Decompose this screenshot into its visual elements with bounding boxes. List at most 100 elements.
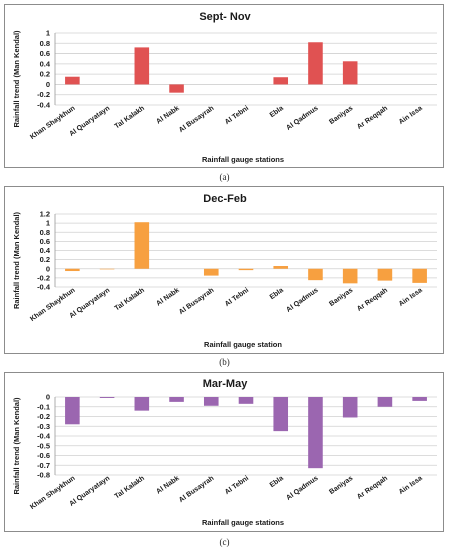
chart-b-category-label: Tal Kalakh (114, 287, 146, 313)
chart-c-bar (412, 397, 427, 401)
chart-c-category-label: Al Nabk (155, 475, 180, 496)
chart-c-bar (342, 397, 358, 418)
chart-b-category-label: Al Tebni (224, 287, 250, 308)
chart-panel-b: Dec-Feb -0.4 -0.2 0 0.2 0.4 0.6 0.8 1 1.2 Khan Sha… (4, 186, 444, 354)
chart-b-bar (65, 268, 80, 272)
chart-b-ytick-label: -0.2 (37, 273, 50, 282)
chart-b-ylabel: Rainfall trend (Man Kendal) (12, 211, 21, 309)
chart-c-ytick-label: -0.8 (37, 471, 50, 480)
chart-c-ytick-label: -0.5 (37, 441, 50, 450)
chart-b-bar (342, 268, 358, 284)
chart-b-bar (134, 222, 150, 269)
chart-c-category-label: Baniyas (328, 475, 354, 496)
chart-a-ytick-label: 0.4 (40, 59, 51, 68)
chart-b-bar (308, 268, 323, 281)
chart-c-bar (169, 397, 184, 402)
chart-a-category-label: Baniyas (328, 105, 354, 126)
chart-b-ytick-label: 0 (46, 264, 50, 273)
chart-b-category-label: Baniyas (328, 287, 354, 308)
chart-c-bar (65, 397, 80, 425)
chart-c-bar (134, 397, 150, 411)
chart-a-xlabel: Rainfall gauge stations (202, 155, 284, 164)
chart-b-category-label: Ebla (269, 287, 285, 301)
chart-b-category-label: Khan Shaykhun (29, 287, 76, 323)
chart-a-bar (169, 84, 184, 93)
chart-b-ytick-label: 1.2 (40, 210, 50, 219)
chart-c-ytick-label: -0.1 (37, 402, 50, 411)
chart-a-category-label: Al Nabk (155, 105, 180, 126)
chart-b-ytick-label: 0.4 (40, 246, 51, 255)
chart-panel-a: Sept- Nov -0.4 -0.2 0 0.2 0.4 0.6 0.8 1 Khan Shay… (4, 4, 444, 168)
chart-c-category-label: Al Tebni (224, 475, 250, 496)
chart-b-bar (99, 268, 115, 270)
chart-c-ytick-label: -0.4 (37, 432, 51, 441)
chart-c-svg: Mar-May -0.8-0.7-0.6-0.5-0.4-0.3-0.2-0.10… (12, 378, 437, 527)
chart-b-ytick-label: -0.4 (37, 283, 51, 292)
chart-c-ytick-label: -0.3 (37, 422, 50, 431)
chart-b-ytick-label: 0.2 (40, 255, 50, 264)
chart-b-ytick-label: 0.8 (40, 228, 50, 237)
chart-c-title: Mar-May (203, 378, 249, 390)
chart-b-category-label: Al Busayrah (178, 287, 215, 316)
chart-c-bar (203, 397, 219, 406)
chart-b-svg: Dec-Feb -0.4-0.200.20.40.60.811.2 Khan Sha… (12, 193, 437, 349)
chart-c-xlabel: Rainfall gauge stations (202, 518, 284, 527)
chart-c-category-label: Al Qadmus (285, 475, 319, 502)
chart-panel-c: Mar-May -0.8 -0.7 -0.6 -0.5 -0.4 -0.3 -0.2 -0.1 0… (4, 372, 444, 532)
chart-b-category-label: Al Nabk (155, 287, 180, 308)
chart-b-ytick-label: 0.6 (40, 237, 50, 246)
chart-c-ylabel: Rainfall trend (Man Kendal) (12, 397, 21, 495)
chart-a-ytick-label: -0.2 (37, 90, 50, 99)
chart-a-bar (65, 76, 80, 85)
chart-a-bar (342, 61, 358, 85)
chart-c-ytick-label: -0.2 (37, 412, 50, 421)
chart-c-bar (238, 397, 254, 404)
chart-a-caption: (a) (219, 172, 230, 182)
chart-c-category-label: Ar Reqqah (356, 475, 389, 501)
chart-a-bar (273, 77, 289, 85)
chart-b-bar (238, 268, 254, 271)
chart-b-category-label: Ain Issa (398, 287, 424, 308)
chart-c-category-label: Tal Kalakh (114, 475, 146, 501)
chart-c-category-label: Khan Shaykhun (29, 475, 76, 511)
chart-a-bar (134, 47, 150, 85)
chart-a-category-label: Ain Issa (398, 105, 424, 126)
chart-b-title: Dec-Feb (203, 193, 247, 205)
chart-a-category-label: Tal Kalakh (114, 105, 146, 131)
chart-b-category-label: Ar Reqqah (356, 287, 389, 313)
chart-c-bar (273, 397, 289, 432)
chart-b-ytick-label: 1 (46, 219, 50, 228)
chart-a-ytick-label: 1 (46, 29, 50, 38)
chart-a-svg: Sept- Nov -0.4 -0.200.2 0.40.60.81 Khan Shay… (12, 11, 437, 164)
chart-a-category-label: Khan Shaykhun (29, 105, 76, 141)
chart-b-bar (377, 268, 393, 281)
chart-b-caption: (b) (219, 357, 230, 367)
chart-c-caption: (c) (219, 537, 230, 547)
chart-c-ytick-label: -0.7 (37, 461, 50, 470)
chart-a-bar (308, 42, 323, 85)
chart-a-ytick-label: 0.2 (40, 70, 50, 79)
chart-c-category-label: Al Busayrah (178, 475, 215, 504)
chart-a-ytick-label: 0 (46, 80, 50, 89)
chart-a-category-label: Ebla (269, 105, 285, 119)
chart-b-bar (412, 268, 427, 283)
chart-a-title: Sept- Nov (199, 11, 251, 23)
chart-c-category-label: Ain Issa (398, 475, 424, 496)
chart-c-bar (99, 397, 115, 398)
chart-b-bar (203, 268, 219, 276)
chart-c-ytick-label: 0 (46, 393, 50, 402)
chart-a-category-label: Al Tebni (224, 105, 250, 126)
chart-a-category-label: Al Busayrah (178, 105, 215, 134)
chart-b-category-label: Al Qadmus (285, 287, 319, 314)
chart-c-category-label: Ebla (269, 475, 285, 489)
chart-b-bar (273, 266, 289, 269)
chart-a-ytick-label: 0.8 (40, 39, 50, 48)
chart-a-category-label: Ar Reqqah (356, 105, 389, 131)
chart-c-bar (377, 397, 393, 407)
chart-c-bar (308, 397, 323, 469)
chart-b-xlabel: Rainfall gauge station (204, 340, 282, 349)
chart-a-category-label: Al Qadmus (285, 105, 319, 132)
chart-a-ytick-label: -0.4 (37, 101, 51, 110)
chart-c-ytick-label: -0.6 (37, 451, 50, 460)
chart-a-ytick-label: 0.6 (40, 49, 50, 58)
